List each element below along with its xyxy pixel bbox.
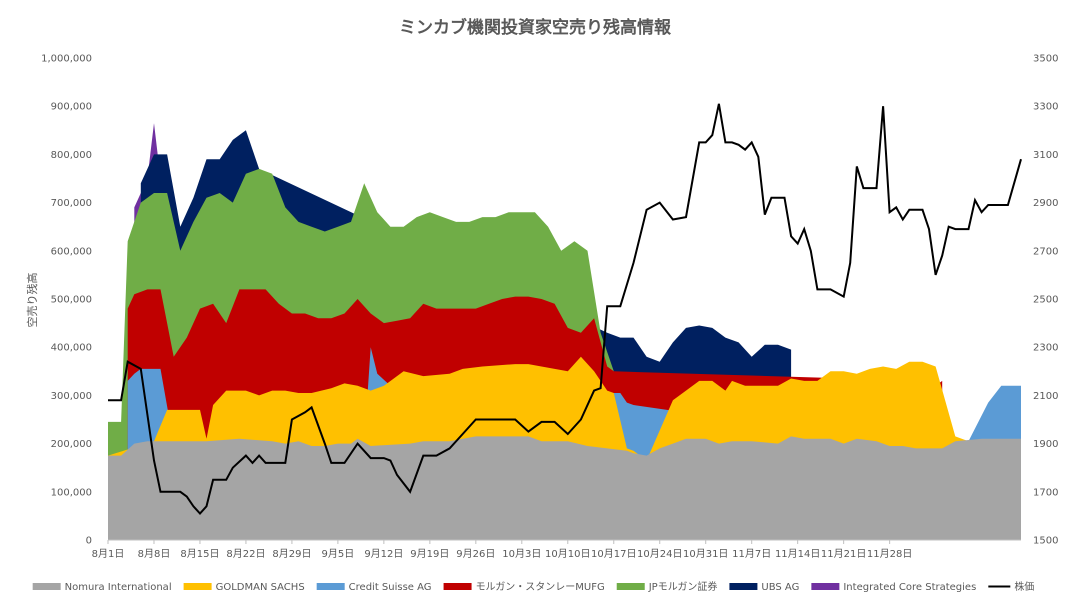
y-tick-label: 700,000 [51, 198, 92, 209]
legend-item: JPモルガン証券 [616, 580, 718, 593]
legend-item: 株価 [988, 580, 1034, 593]
x-tick-label: 9月26日 [456, 548, 495, 560]
legend-swatch [316, 583, 345, 590]
legend-swatch [32, 583, 61, 590]
y2-tick-label: 3500 [1033, 54, 1058, 65]
legend-item: Integrated Core Strategies [811, 582, 976, 593]
legend-swatch [616, 583, 645, 590]
y2-tick-label: 3300 [1033, 102, 1058, 113]
y2-tick-label: 3100 [1033, 150, 1058, 161]
legend-label: Integrated Core Strategies [843, 582, 976, 593]
legend-swatch [183, 583, 212, 590]
y2-tick-label: 2500 [1033, 295, 1058, 306]
y-tick-label: 600,000 [51, 246, 92, 257]
x-tick-label: 10月3日 [502, 548, 541, 560]
legend-label: Nomura International [65, 582, 172, 593]
x-tick-label: 9月19日 [410, 548, 449, 560]
legend-item: Nomura International [32, 582, 172, 593]
y2-tick-label: 1700 [1033, 487, 1058, 498]
legend-item: モルガン・スタンレーMUFG [443, 581, 605, 593]
x-tick-label: 8月29日 [272, 548, 311, 560]
x-tick-label: 9月12日 [364, 548, 403, 560]
x-tick-label: 10月31日 [683, 548, 728, 560]
legend-label: Credit Suisse AG [349, 582, 432, 593]
legend-swatch [443, 583, 472, 590]
legend-label: GOLDMAN SACHS [216, 582, 305, 593]
x-tick-label: 10月17日 [591, 548, 636, 560]
x-tick-label: 11月14日 [775, 548, 820, 560]
y-tick-label: 900,000 [51, 102, 92, 113]
x-tick-label: 8月15日 [180, 548, 219, 560]
legend-label: モルガン・スタンレーMUFG [476, 581, 605, 593]
legend-item: Credit Suisse AG [316, 582, 432, 593]
legend-item: UBS AG [729, 582, 799, 593]
price-line-group [108, 103, 1022, 515]
y-tick-label: 500,000 [51, 295, 92, 306]
y-tick-label: 100,000 [51, 487, 92, 498]
legend-label: 株価 [1014, 580, 1034, 593]
y-tick-label: 1,000,000 [41, 54, 92, 65]
x-tick-label: 8月8日 [138, 548, 171, 560]
y-tick-label: 300,000 [51, 391, 92, 402]
legend-label: UBS AG [761, 582, 799, 593]
legend-item: GOLDMAN SACHS [183, 582, 305, 593]
y2-tick-label: 1900 [1033, 439, 1058, 450]
legend-swatch [729, 583, 758, 590]
area-series-group [108, 123, 1021, 541]
x-tick-label: 9月5日 [322, 548, 355, 560]
y-axis-label: 空売り残高 [25, 273, 39, 328]
area-nomura-international [108, 436, 1021, 540]
x-tick-label: 8月22日 [226, 548, 265, 560]
y-tick-label: 0 [86, 536, 92, 547]
price-line [108, 103, 1022, 515]
y2-tick-label: 2100 [1033, 391, 1058, 402]
axes-group: 0 100,000 200,000 300,000 400,000 500,000 600,… [41, 54, 1058, 561]
x-tick-label: 11月7日 [732, 548, 771, 560]
y-tick-label: 800,000 [51, 150, 92, 161]
chart-title: ミンカブ機関投資家空売り残高情報 [399, 17, 672, 38]
x-tick-label: 11月28日 [867, 548, 912, 560]
x-tick-label: 11月21日 [821, 548, 866, 560]
y2-tick-label: 2700 [1033, 246, 1058, 257]
y2-tick-label: 1500 [1033, 536, 1058, 547]
y2-tick-label: 2300 [1033, 343, 1058, 354]
legend-label: JPモルガン証券 [648, 580, 718, 593]
y-tick-label: 400,000 [51, 343, 92, 354]
x-tick-label: 10月24日 [637, 548, 682, 560]
y2-tick-label: 2900 [1033, 198, 1058, 209]
x-tick-label: 8月1日 [92, 548, 125, 560]
y-tick-label: 200,000 [51, 439, 92, 450]
x-tick-label: 10月10日 [545, 548, 590, 560]
legend-swatch [811, 583, 840, 590]
legend: Nomura International GOLDMAN SACHS Credit … [32, 580, 1034, 593]
